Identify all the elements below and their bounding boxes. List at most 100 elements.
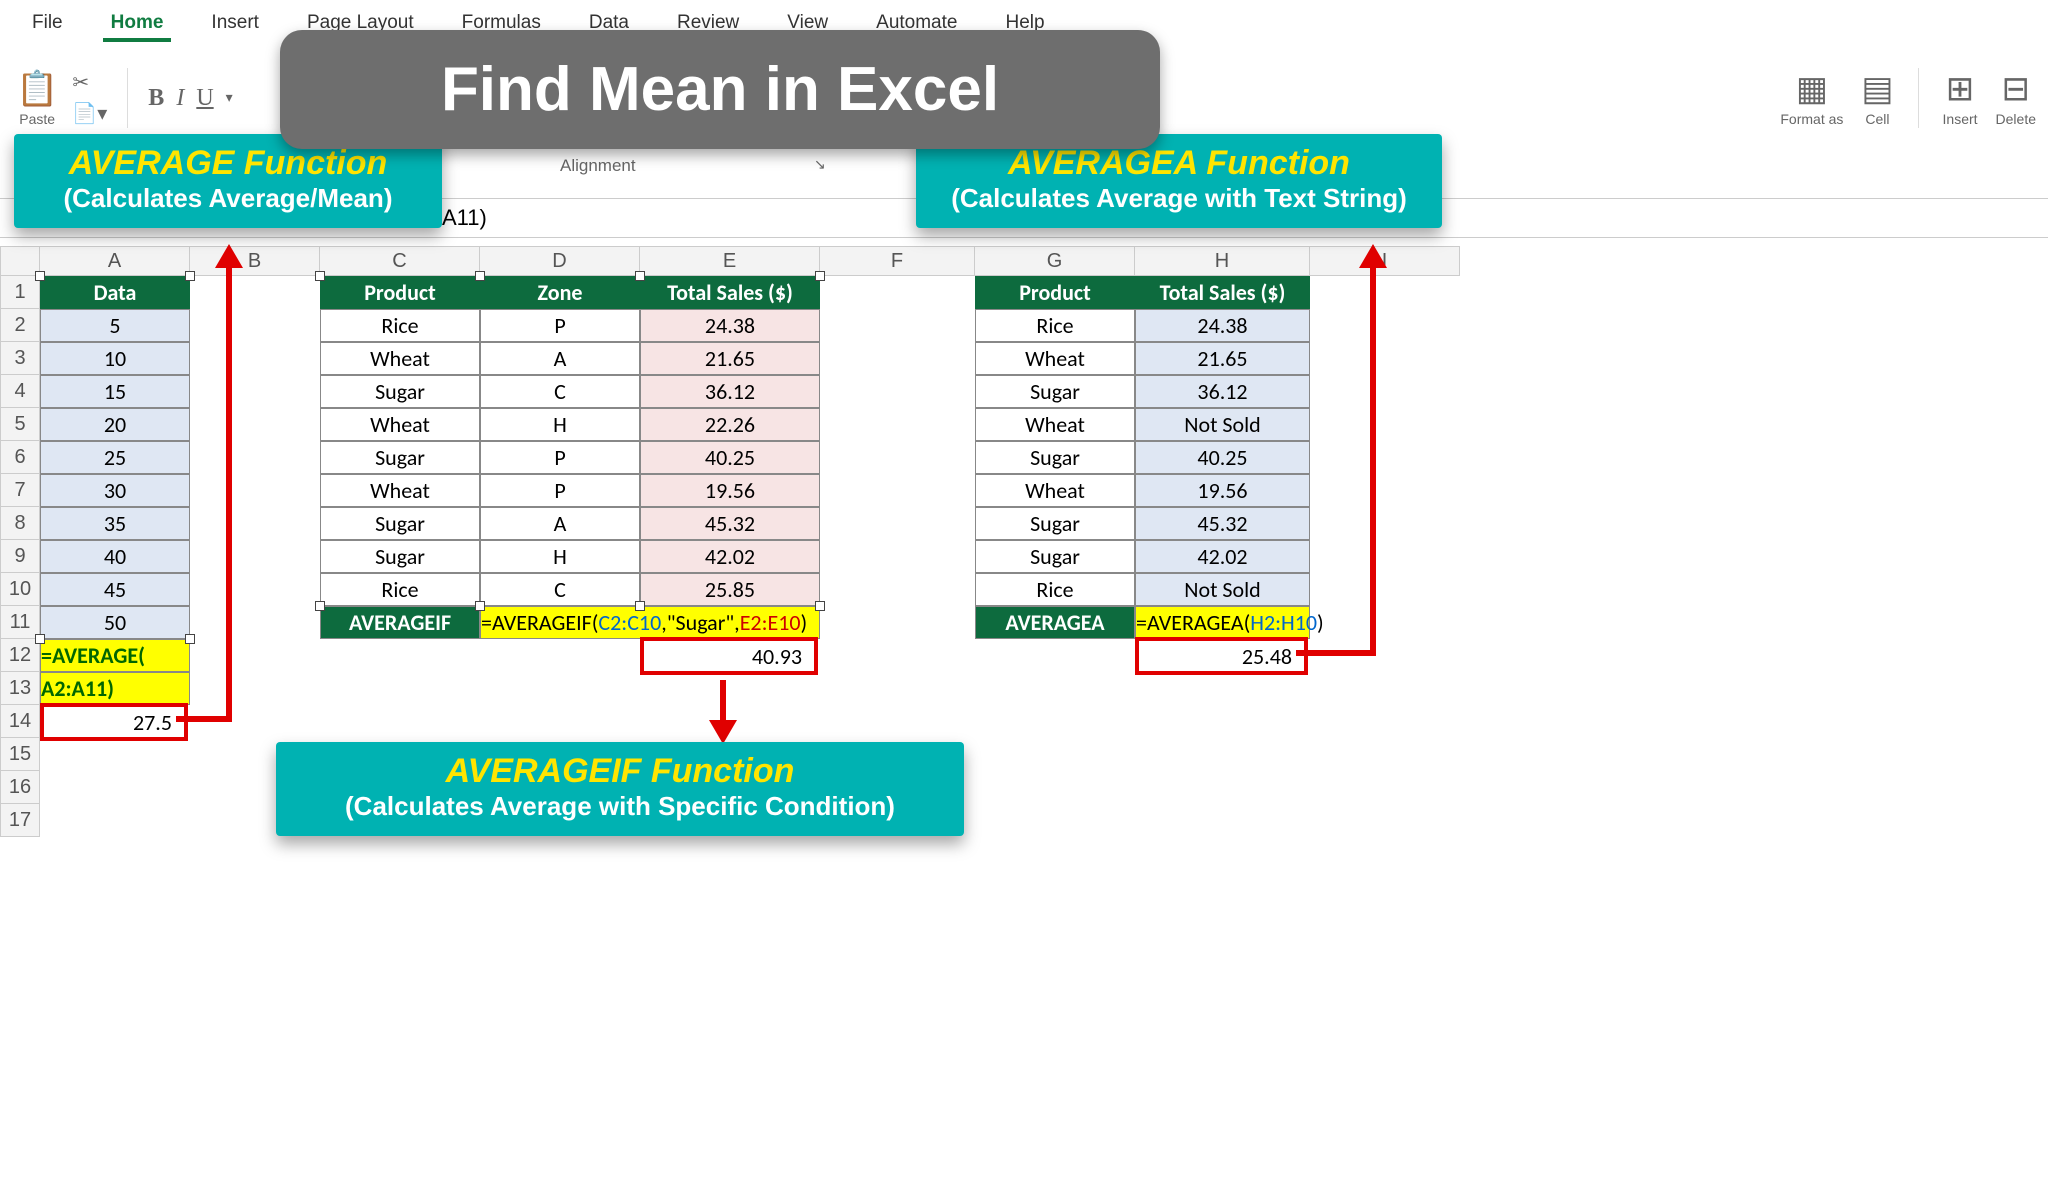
menu-home[interactable]: Home [103,8,172,42]
menu-file[interactable]: File [24,8,71,42]
avgif-cell-3-2[interactable]: 21.65 [640,342,820,375]
avg-data-9[interactable]: 40 [40,540,190,573]
avga-label[interactable]: AVERAGEA [975,606,1135,639]
avga-header-0[interactable]: Product [975,276,1135,309]
avga-cell-3-0[interactable]: Wheat [975,342,1135,375]
format-as-table[interactable]: ▦Format as [1780,69,1843,127]
row-header-11[interactable]: 11 [0,606,40,639]
avga-cell-6-0[interactable]: Sugar [975,441,1135,474]
select-all-corner[interactable] [0,246,40,276]
avgif-cell-9-1[interactable]: H [480,540,640,573]
avgif-cell-10-1[interactable]: C [480,573,640,606]
avgif-cell-7-0[interactable]: Wheat [320,474,480,507]
avga-cell-7-0[interactable]: Wheat [975,474,1135,507]
avg-formula-1[interactable]: =AVERAGE( [40,639,190,672]
avgif-cell-5-1[interactable]: H [480,408,640,441]
avg-data-10[interactable]: 45 [40,573,190,606]
row-header-12[interactable]: 12 [0,639,40,672]
avg-data-5[interactable]: 20 [40,408,190,441]
avg-header[interactable]: Data [40,276,190,309]
avgif-cell-8-0[interactable]: Sugar [320,507,480,540]
col-header-C[interactable]: C [320,246,480,276]
avgif-cell-9-2[interactable]: 42.02 [640,540,820,573]
row-header-5[interactable]: 5 [0,408,40,441]
avgif-cell-2-1[interactable]: P [480,309,640,342]
avg-data-7[interactable]: 30 [40,474,190,507]
avgif-formula[interactable]: =AVERAGEIF(C2:C10,"Sugar",E2:E10) [480,606,820,639]
avg-data-11[interactable]: 50 [40,606,190,639]
avgif-cell-6-1[interactable]: P [480,441,640,474]
row-header-14[interactable]: 14 [0,705,40,738]
avg-result[interactable]: 27.5 [40,703,188,741]
avgif-header-2[interactable]: Total Sales ($) [640,276,820,309]
avgif-cell-4-0[interactable]: Sugar [320,375,480,408]
col-header-H[interactable]: H [1135,246,1310,276]
avga-result[interactable]: 25.48 [1135,637,1308,675]
avgif-cell-2-2[interactable]: 24.38 [640,309,820,342]
menu-insert[interactable]: Insert [203,8,267,42]
avgif-cell-3-0[interactable]: Wheat [320,342,480,375]
avgif-cell-10-0[interactable]: Rice [320,573,480,606]
copy-icon[interactable]: 📄▾ [72,101,107,126]
row-header-4[interactable]: 4 [0,375,40,408]
row-header-1[interactable]: 1 [0,276,40,309]
avgif-cell-5-2[interactable]: 22.26 [640,408,820,441]
avg-data-4[interactable]: 15 [40,375,190,408]
avga-cell-2-1[interactable]: 24.38 [1135,309,1310,342]
cell-styles[interactable]: ▤Cell [1861,69,1893,127]
row-header-15[interactable]: 15 [0,738,40,771]
avgif-cell-6-0[interactable]: Sugar [320,441,480,474]
dialog-launcher-icon[interactable]: ↘ [814,156,826,173]
avgif-cell-8-1[interactable]: A [480,507,640,540]
avga-cell-6-1[interactable]: 40.25 [1135,441,1310,474]
row-header-3[interactable]: 3 [0,342,40,375]
avga-cell-9-1[interactable]: 42.02 [1135,540,1310,573]
avga-cell-5-0[interactable]: Wheat [975,408,1135,441]
avg-formula-2[interactable]: A2:A11) [40,672,190,705]
row-header-10[interactable]: 10 [0,573,40,606]
avg-data-8[interactable]: 35 [40,507,190,540]
bold-button[interactable]: B [148,85,164,112]
avgif-cell-4-2[interactable]: 36.12 [640,375,820,408]
avgif-cell-7-1[interactable]: P [480,474,640,507]
avgif-cell-9-0[interactable]: Sugar [320,540,480,573]
avgif-cell-8-2[interactable]: 45.32 [640,507,820,540]
avg-data-2[interactable]: 5 [40,309,190,342]
cut-icon[interactable]: ✂ [72,70,107,95]
avga-cell-8-1[interactable]: 45.32 [1135,507,1310,540]
row-header-6[interactable]: 6 [0,441,40,474]
avga-cell-3-1[interactable]: 21.65 [1135,342,1310,375]
paste-group[interactable]: 📋 Paste [16,69,58,127]
avgif-cell-10-2[interactable]: 25.85 [640,573,820,606]
col-header-A[interactable]: A [40,246,190,276]
row-header-9[interactable]: 9 [0,540,40,573]
avgif-header-0[interactable]: Product [320,276,480,309]
row-header-17[interactable]: 17 [0,804,40,837]
avga-cell-10-1[interactable]: Not Sold [1135,573,1310,606]
avga-cell-5-1[interactable]: Not Sold [1135,408,1310,441]
col-header-B[interactable]: B [190,246,320,276]
row-header-16[interactable]: 16 [0,771,40,804]
col-header-F[interactable]: F [820,246,975,276]
col-header-D[interactable]: D [480,246,640,276]
avg-data-3[interactable]: 10 [40,342,190,375]
avgif-cell-2-0[interactable]: Rice [320,309,480,342]
avga-cell-8-0[interactable]: Sugar [975,507,1135,540]
avgif-cell-7-2[interactable]: 19.56 [640,474,820,507]
row-header-8[interactable]: 8 [0,507,40,540]
avg-data-6[interactable]: 25 [40,441,190,474]
avga-formula[interactable]: =AVERAGEA(H2:H10) [1135,606,1310,639]
italic-button[interactable]: I [176,85,184,112]
underline-button[interactable]: U [196,85,213,112]
insert-cells[interactable]: ⊞Insert [1943,69,1978,127]
avgif-cell-3-1[interactable]: A [480,342,640,375]
delete-cells[interactable]: ⊟Delete [1996,69,2036,127]
avgif-cell-5-0[interactable]: Wheat [320,408,480,441]
avga-cell-7-1[interactable]: 19.56 [1135,474,1310,507]
avgif-header-1[interactable]: Zone [480,276,640,309]
avgif-label[interactable]: AVERAGEIF [320,606,480,639]
avga-header-1[interactable]: Total Sales ($) [1135,276,1310,309]
row-header-13[interactable]: 13 [0,672,40,705]
avga-cell-2-0[interactable]: Rice [975,309,1135,342]
avga-cell-4-1[interactable]: 36.12 [1135,375,1310,408]
